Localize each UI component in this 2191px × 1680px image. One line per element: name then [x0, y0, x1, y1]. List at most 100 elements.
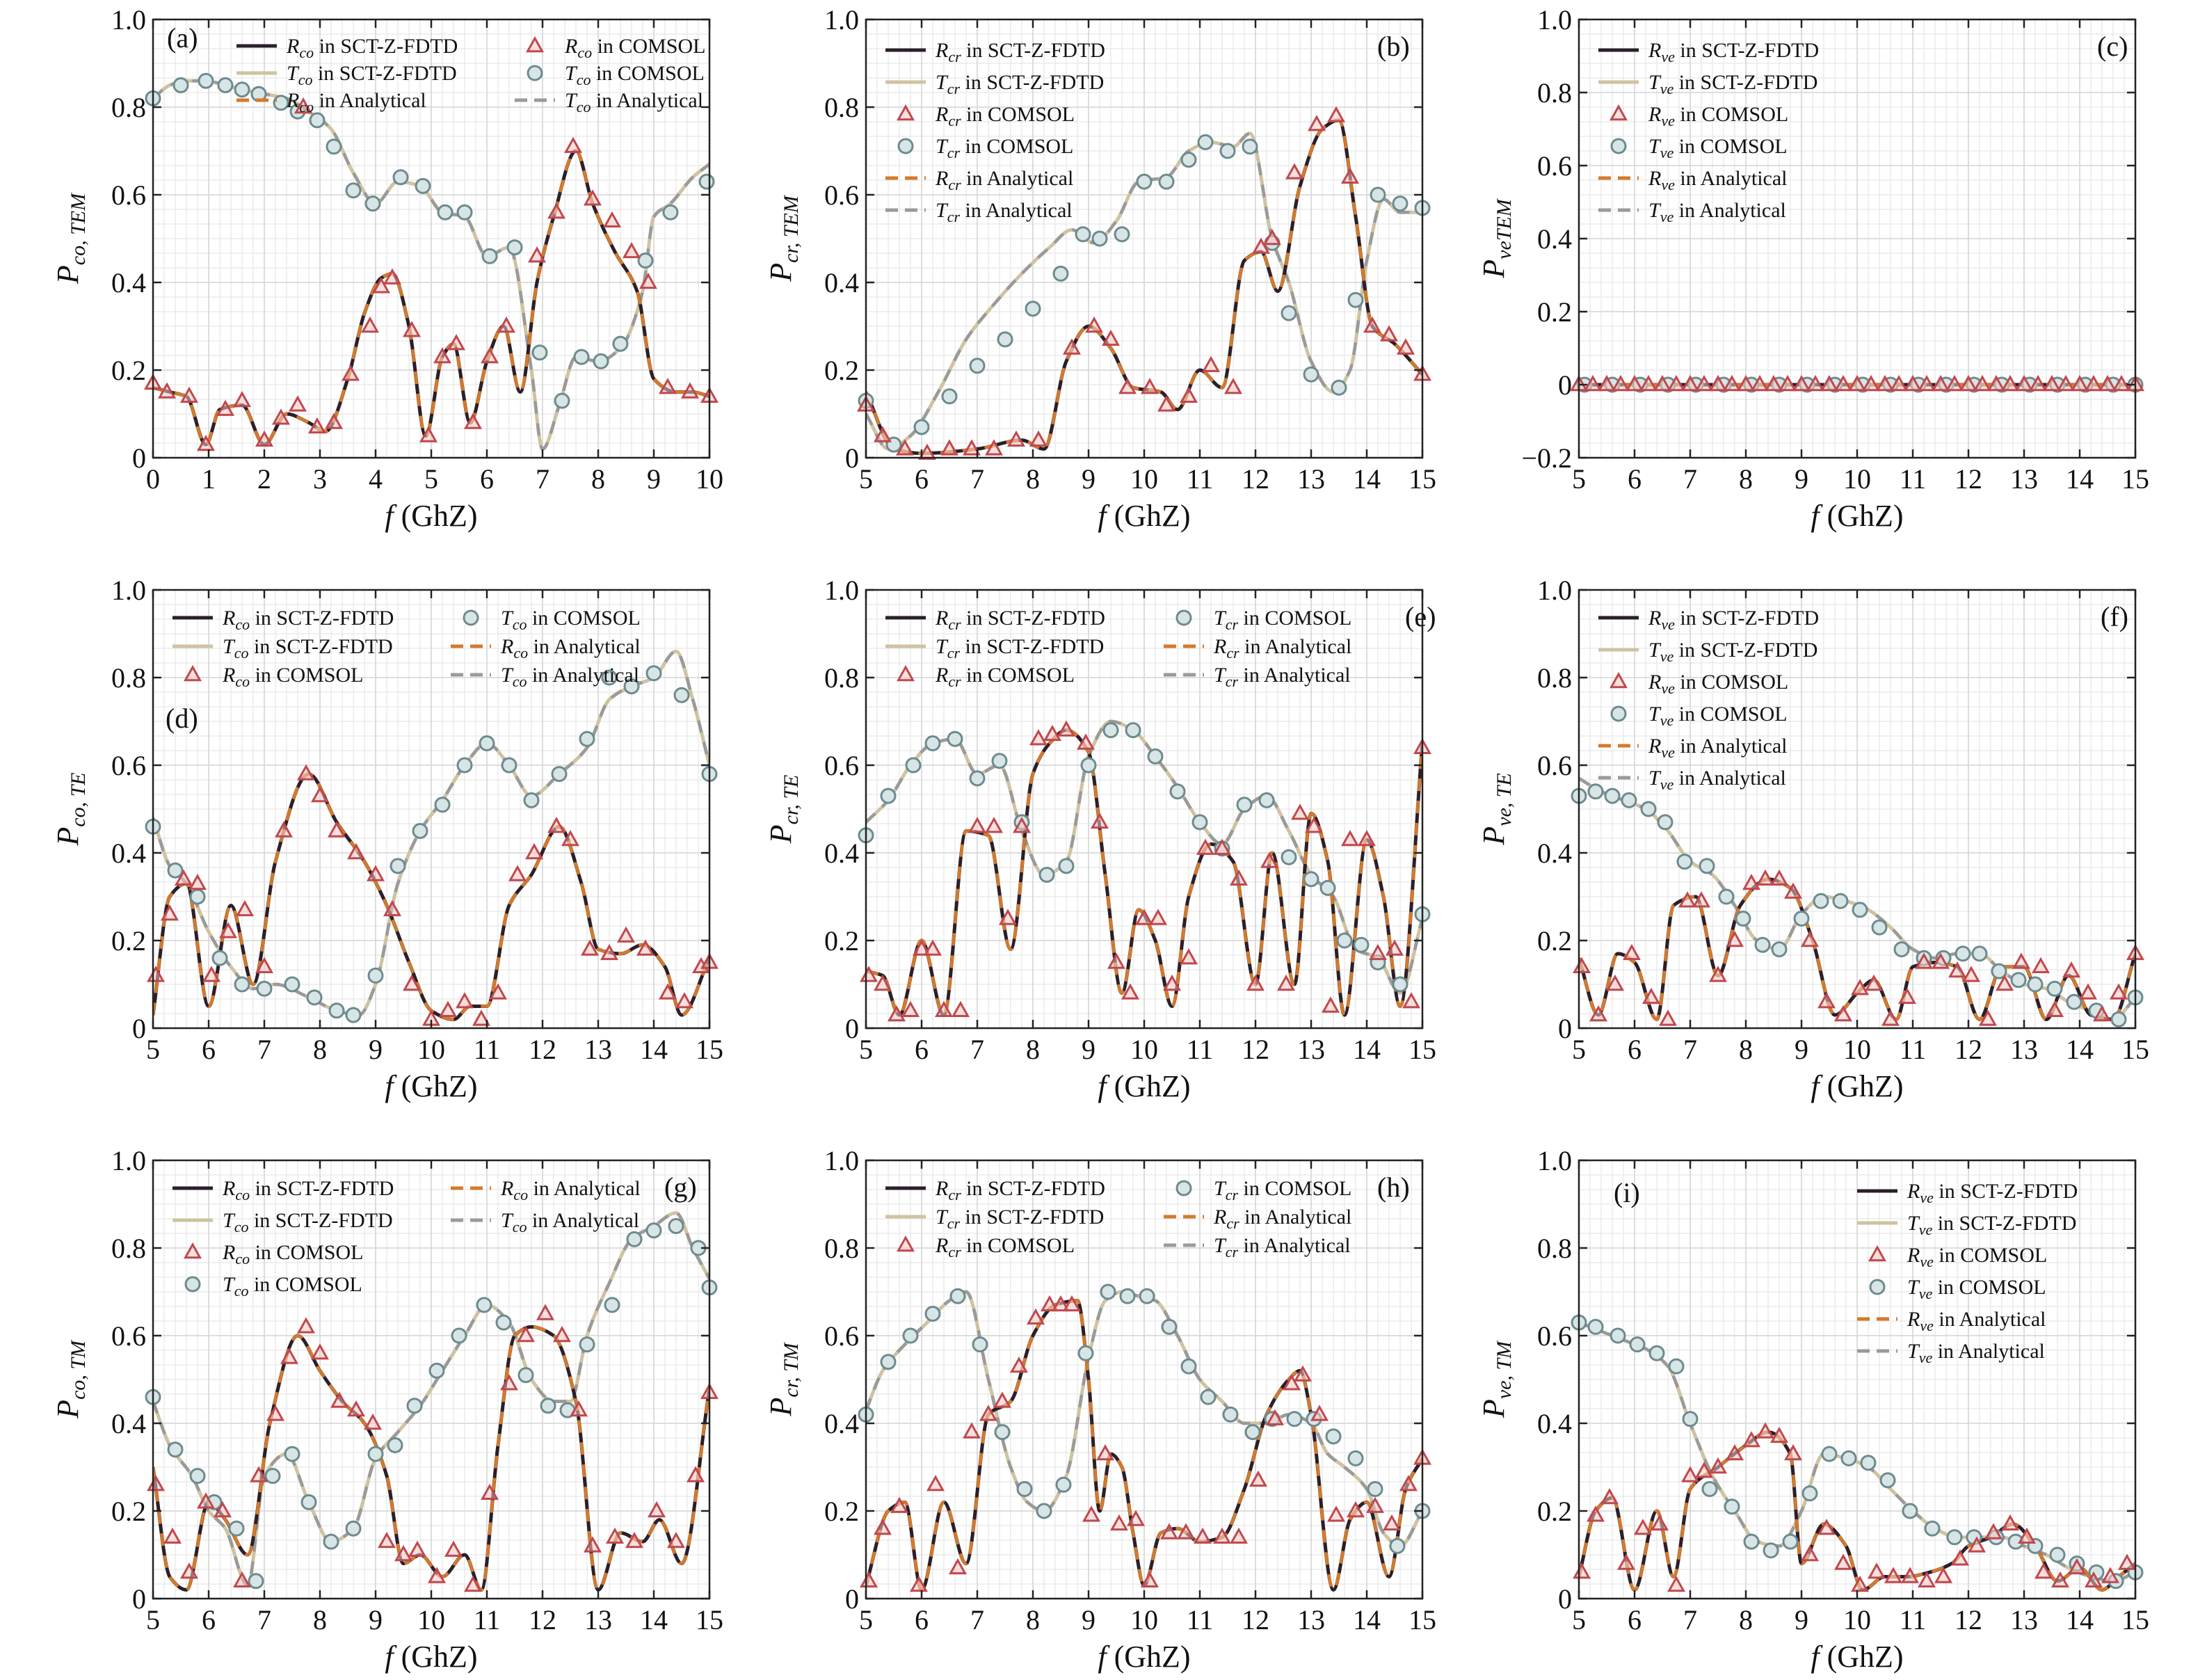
- legend-entry-i-1: Tve in SCT-Z-FDTD: [1907, 1212, 2076, 1238]
- legend-entry-i-5: Tve in Analytical: [1907, 1340, 2045, 1366]
- y-axis-label-e: Pcr, TE: [764, 775, 803, 845]
- T-comsol-point-f-17: [1893, 941, 1910, 958]
- T-comsol-point-d-16: [501, 757, 517, 774]
- x-tick-label-a: 4: [369, 463, 383, 495]
- R-comsol-point-c-36: [2070, 374, 2089, 392]
- T-comsol-point-f-11: [1771, 941, 1788, 958]
- T-comsol-point-f-8: [1718, 888, 1735, 905]
- legend-symbol-R-comsol-b: [896, 104, 915, 121]
- legend-c: Rve in SCT-Z-FDTD Tve in SCT-Z-FDTD Rve in…: [1598, 39, 1819, 225]
- R-comsol-point-g-9: [296, 1317, 316, 1334]
- R-comsol-point-h-27: [1293, 1365, 1313, 1382]
- R-comsol-point-f-15: [1817, 992, 1836, 1009]
- R-comsol-point-a-28: [622, 241, 641, 259]
- R-comsol-point-i-30: [2050, 1571, 2070, 1587]
- R-comsol-point-a-30: [658, 378, 677, 394]
- x-tick-label-f: 7: [1683, 1034, 1697, 1065]
- x-tick-label-e: 10: [1130, 1034, 1158, 1065]
- R-comsol-point-h-16: [1109, 1514, 1129, 1531]
- R-comsol-point-e-27: [1260, 851, 1279, 868]
- R-comsol-point-g-16: [408, 1540, 427, 1557]
- R-comsol-point-b-2: [895, 439, 915, 456]
- y-tick-label-a: 1.0: [111, 4, 146, 35]
- y-tick-label-h: 0: [845, 1583, 859, 1615]
- grid-b: [865, 19, 1423, 458]
- T-comsol-point-g-21: [579, 1336, 595, 1353]
- y-axis-label-f: Pve, TE: [1477, 773, 1516, 846]
- x-tick-label-f: 13: [2010, 1034, 2038, 1065]
- R-comsol-point-e-9: [984, 817, 1004, 833]
- R-comsol-point-c-20: [1847, 374, 1867, 392]
- R-comsol-point-i-6: [1667, 1576, 1686, 1592]
- R-comsol-point-b-25: [1379, 325, 1399, 342]
- T-comsol-point-h-20: [1286, 1411, 1303, 1427]
- legend-entry-b-5: Tcr in Analytical: [936, 199, 1073, 225]
- y-tick-label-d: 0.4: [111, 838, 146, 869]
- T-comsol-point-b-19: [1303, 366, 1319, 383]
- T-comsol-point-i-8: [1724, 1498, 1740, 1515]
- x-tick-label-d: 10: [417, 1034, 445, 1065]
- T-comsol-point-g-18: [517, 1367, 534, 1384]
- markers-c: [1569, 374, 2145, 393]
- R-comsol-point-d-28: [636, 939, 655, 956]
- T-comsol-point-d-20: [601, 669, 618, 686]
- x-tick-label-i: 6: [1628, 1604, 1642, 1635]
- R-comsol-point-d-23: [547, 817, 566, 833]
- T-comsol-point-g-24: [645, 1222, 662, 1239]
- legend-symbol-T-comsol-d: [463, 609, 479, 626]
- y-tick-label-c: −0.2: [1521, 442, 1572, 474]
- legend-entry-h-0: Rcr in SCT-Z-FDTD: [935, 1177, 1105, 1203]
- R-comsol-point-h-5: [948, 1558, 968, 1575]
- R-comsol-point-d-17: [438, 1000, 458, 1017]
- legend-entry-a-3: Tco in COMSOL: [565, 62, 705, 88]
- R-comsol-point-d-20: [488, 983, 508, 1000]
- R-comsol-point-a-31: [680, 382, 700, 399]
- R-comsol-point-i-10: [1725, 1444, 1744, 1461]
- R-comsol-point-d-11: [327, 821, 346, 838]
- T-comsol-point-h-22: [1325, 1428, 1342, 1445]
- R-comsol-point-a-13: [360, 316, 380, 333]
- T-comsol-point-h-8: [1036, 1503, 1052, 1519]
- T-comsol-point-e-9: [1058, 858, 1075, 874]
- T-comsol-point-i-5: [1668, 1358, 1685, 1375]
- R-comsol-point-f-29: [2045, 1000, 2064, 1017]
- T-comsol-point-b-7: [1052, 265, 1069, 282]
- R-comsol-point-c-27: [1945, 374, 1964, 392]
- T-comsol-point-i-7: [1701, 1481, 1718, 1497]
- legend-entry-f-0: Rve in SCT-Z-FDTD: [1648, 607, 1819, 633]
- R-comsol-point-d-2: [174, 869, 193, 886]
- legend-entry-a-2: Rco in COMSOL: [564, 35, 705, 61]
- x-tick-label-c: 15: [2121, 463, 2149, 495]
- R-comsol-point-c-24: [1903, 374, 1923, 392]
- R-comsol-point-e-32: [1340, 830, 1360, 847]
- R-comsol-point-c-6: [1653, 374, 1672, 392]
- legend-entry-g-2: Rco in COMSOL: [222, 1241, 363, 1267]
- R-comsol-point-d-22: [524, 842, 544, 860]
- T-comsol-point-b-8: [1075, 226, 1091, 243]
- panel-i: 5 6 7 8 9 10 11 12 13 14 15 0 0.2 0.4 0.6 0.8 1.0 f (GhZ)…: [1477, 1145, 2149, 1674]
- R-comsol-point-d-21: [508, 865, 527, 881]
- R-comsol-point-a-10: [307, 417, 327, 434]
- T-comsol-point-i-2: [1610, 1327, 1626, 1344]
- series-R-analytical-i: [1579, 1430, 2135, 1592]
- T-comsol-point-g-14: [428, 1362, 445, 1379]
- R-comsol-point-e-33: [1357, 830, 1377, 847]
- T-comsol-point-f-22: [1991, 963, 2007, 979]
- R-comsol-point-e-2: [887, 1005, 906, 1022]
- T-comsol-point-d-3: [211, 950, 228, 966]
- panel-letter-i: (i): [1614, 1177, 1640, 1208]
- T-comsol-point-a-4: [234, 81, 250, 98]
- R-comsol-point-a-5: [232, 391, 252, 408]
- T-comsol-point-b-22: [1370, 186, 1386, 203]
- y-tick-label-d: 0.8: [111, 662, 146, 694]
- R-comsol-point-a-26: [583, 189, 602, 206]
- R-comsol-point-b-21: [1307, 115, 1326, 131]
- legend-symbol-T-comsol-g: [184, 1276, 201, 1293]
- T-comsol-point-f-1: [1587, 783, 1604, 800]
- T-comsol-point-b-12: [1158, 173, 1175, 190]
- y-tick-label-a: 0.2: [111, 355, 146, 386]
- R-comsol-point-i-14: [1783, 1444, 1803, 1461]
- R-comsol-point-c-3: [1611, 374, 1630, 392]
- R-comsol-point-c-22: [1875, 374, 1895, 392]
- y-tick-label-e: 0.6: [824, 750, 859, 781]
